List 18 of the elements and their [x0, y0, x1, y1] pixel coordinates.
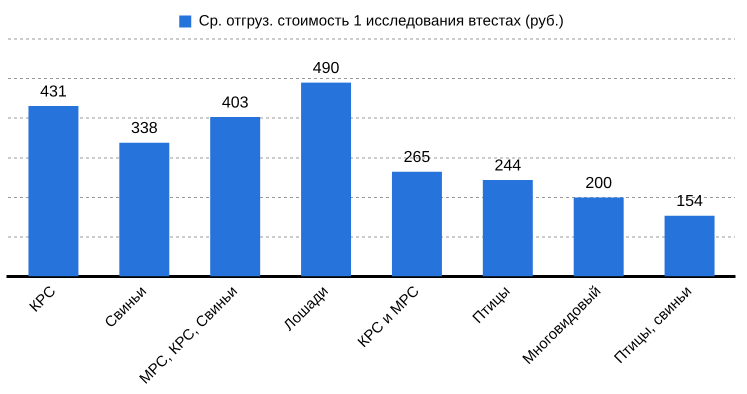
data-label: 338: [130, 120, 158, 138]
x-tick-label: КРС: [26, 282, 60, 316]
bar: [574, 197, 624, 276]
data-label: 154: [676, 193, 704, 210]
bar: [482, 180, 533, 276]
legend-label: Ср. отгруз. стоимость 1 исследования втестах (руб.): [198, 12, 564, 30]
bar: [664, 216, 715, 276]
data-label: 244: [494, 157, 522, 174]
bar: [210, 117, 260, 276]
data-label: 431: [40, 83, 67, 100]
bar: [28, 106, 78, 276]
bar: [119, 142, 170, 276]
data-label: 265: [404, 149, 430, 166]
data-label: 403: [222, 94, 249, 112]
bar: [301, 82, 352, 276]
data-label: 490: [312, 60, 340, 77]
bar: [392, 172, 442, 276]
data-label: 200: [585, 174, 612, 192]
